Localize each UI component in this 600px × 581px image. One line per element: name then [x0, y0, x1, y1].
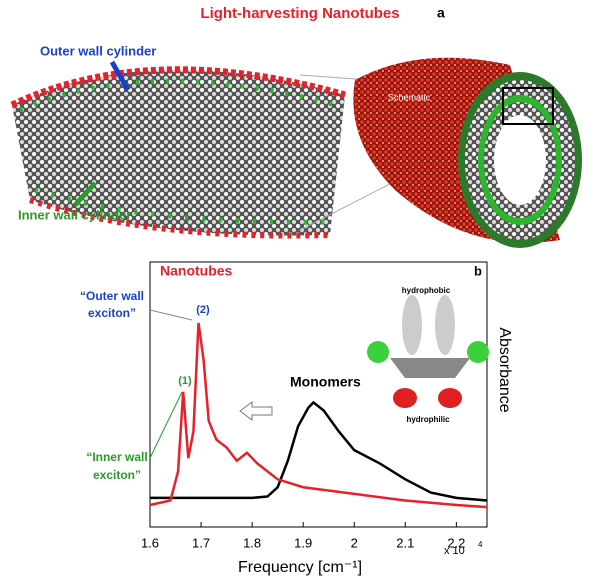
inner-arrow [73, 181, 97, 207]
x-tick-label: 2.2 [447, 535, 465, 550]
shift-arrow [239, 401, 273, 421]
series-label: Monomers [290, 374, 361, 390]
series-label: Nanotubes [160, 263, 233, 279]
annotation: hydrophilic [406, 415, 450, 424]
outer-label: Outer wall cylinder [40, 43, 156, 58]
x-tick-label: 2.1 [396, 535, 414, 550]
x-tick-label: 1.9 [294, 535, 312, 550]
x-tick-label: 1.6 [141, 535, 159, 550]
series-line [150, 400, 488, 502]
panel-label: a [437, 5, 445, 21]
inner-label: Inner wall cylinder [18, 207, 131, 222]
annotation: (1) [178, 375, 192, 387]
figure-title: Light-harvesting Nanotubes [200, 5, 399, 22]
pointer [149, 391, 183, 459]
x-tick-label: 2 [351, 535, 358, 550]
annotation: (2) [196, 304, 210, 316]
y-axis-label: Absorbance [496, 327, 513, 412]
annotation: exciton” [88, 306, 136, 320]
x-scale: x 10 [444, 545, 465, 557]
annotation: hydrophobic [402, 286, 451, 295]
molecule-schematic [367, 295, 489, 408]
x-tick-label: 1.8 [243, 535, 261, 550]
annotation: “Outer wall [80, 289, 144, 303]
pointer [149, 309, 193, 321]
x-scale-exponent: 4 [478, 540, 483, 549]
series-line [149, 322, 488, 509]
plot-frame [149, 261, 488, 528]
panel-label: b [474, 263, 482, 278]
schematic-label: Schematic [388, 92, 431, 102]
outer-arrow [109, 60, 131, 92]
annotation: exciton” [93, 468, 141, 482]
annotation: “Inner wall [86, 450, 147, 464]
wall-rendering [10, 66, 346, 239]
x-axis-label: Frequency [cm⁻¹] [238, 559, 362, 576]
nanotube-schematic [353, 57, 582, 248]
x-tick-label: 1.7 [192, 535, 210, 550]
